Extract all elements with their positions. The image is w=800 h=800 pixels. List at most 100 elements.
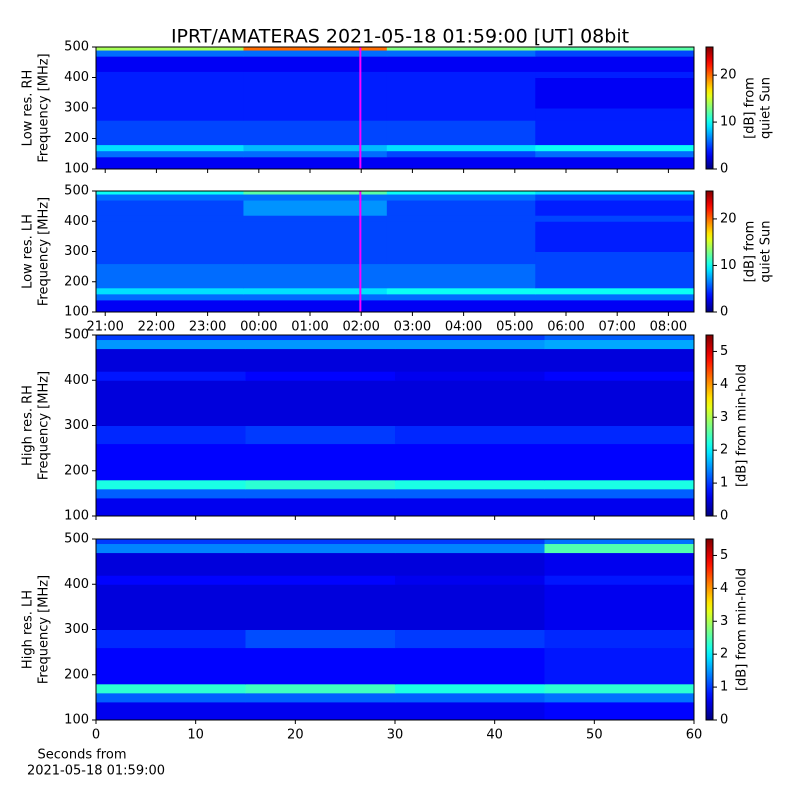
heatmap-cell [96, 339, 246, 350]
y-tick-label: 500 [64, 532, 89, 547]
heatmap-cell [535, 293, 695, 301]
heatmap-cell [96, 251, 244, 265]
colorbar-tick-label: 10 [720, 115, 737, 130]
colorbar-tick-label: 1 [720, 680, 728, 695]
heatmap-cell [243, 200, 388, 216]
heatmap-cell [243, 56, 388, 72]
heatmap-cell [535, 120, 695, 146]
heatmap-cell [245, 629, 396, 649]
heatmap-cell [96, 348, 246, 372]
heatmap-cell [245, 692, 396, 703]
heatmap-cell [544, 647, 695, 685]
heatmap-cell [243, 287, 388, 295]
x-tick-label: 23:00 [189, 320, 226, 335]
colorbar-tick-label: 5 [720, 344, 728, 359]
colorbar-tick-label: 10 [720, 258, 737, 273]
heatmap-cell [245, 575, 396, 585]
heatmap-cell [395, 339, 545, 350]
heatmap-cell [386, 287, 536, 295]
heatmap-cell [386, 263, 536, 289]
x-tick-label: 40 [486, 728, 503, 743]
x-tick-label: 03:00 [394, 320, 431, 335]
x-tick-label: 0 [92, 728, 100, 743]
heatmap-cell [245, 539, 396, 545]
heatmap-cell [243, 50, 388, 57]
heatmap-cell [535, 263, 695, 289]
colorbar-tick-label: 2 [720, 443, 728, 458]
heatmap-cell [395, 701, 545, 721]
heatmap-cell [544, 701, 695, 721]
heatmap-cell [243, 221, 388, 252]
heatmap-cell [386, 191, 536, 195]
heatmap-cell [535, 71, 695, 78]
colorbar-label: [dB] from min-hold [735, 568, 750, 691]
heatmap-cell [96, 191, 244, 195]
heatmap-cell [395, 479, 545, 490]
heatmap-cell [395, 683, 545, 694]
heatmap-cell [535, 50, 695, 57]
heatmap-cell [395, 425, 545, 445]
y-tick-label: 200 [64, 667, 89, 682]
heatmap-cell [245, 647, 396, 685]
x-tick-label: 01:00 [291, 320, 328, 335]
heatmap-cell [243, 156, 388, 170]
heatmap-cell [386, 194, 536, 201]
heatmap-cell [386, 221, 536, 252]
heatmap-cell [386, 56, 536, 72]
x-tick-label: 07:00 [598, 320, 635, 335]
heatmap-cell [544, 371, 695, 381]
heatmap-cell [96, 108, 244, 121]
heatmap-cell [395, 575, 545, 585]
x-tick-label: 02:00 [342, 320, 379, 335]
heatmap-cell [96, 200, 244, 216]
heatmap-cell [243, 263, 388, 289]
heatmap-cell [243, 293, 388, 301]
heatmap-cell [395, 539, 545, 545]
heatmap-cell [243, 150, 388, 158]
heatmap-cell [544, 425, 695, 445]
y-tick-label: 200 [64, 131, 89, 146]
heatmap-cell [96, 701, 246, 721]
heatmap-cell [395, 497, 545, 517]
heatmap-cell [245, 543, 396, 554]
heatmap-cell [544, 683, 695, 694]
heatmap-cell [245, 701, 396, 721]
heatmap-cell [544, 335, 695, 341]
heatmap-cell [535, 191, 695, 195]
heatmap-cell [395, 335, 545, 341]
x-tick-label: 50 [586, 728, 603, 743]
heatmap-cell [96, 215, 244, 222]
heatmap-cell [535, 108, 695, 121]
heatmap-cell [96, 299, 244, 313]
x-tick-label: 30 [387, 728, 404, 743]
heatmap-cell [544, 629, 695, 649]
heatmap-cell [386, 47, 536, 51]
y-tick-label: 500 [64, 40, 89, 55]
heatmap-cell [395, 552, 545, 576]
heatmap-cell [535, 144, 695, 152]
heatmap-cell [535, 56, 695, 72]
colorbar-label: [dB] from [743, 221, 758, 283]
heatmap-cell [535, 251, 695, 265]
heatmap-cell [96, 50, 244, 57]
heatmap-cell [96, 488, 246, 499]
x-tick-label: 10 [187, 728, 204, 743]
heatmap-cell [395, 348, 545, 372]
colorbar-tick-label: 3 [720, 614, 728, 629]
heatmap-cell [386, 200, 536, 216]
y-tick-label: 100 [64, 713, 89, 728]
heatmap-cell [544, 575, 695, 585]
y-axis-label: High res. RH [21, 385, 36, 466]
heatmap-cell [535, 215, 695, 222]
heatmap-cell [96, 552, 246, 576]
heatmap-cell [96, 380, 246, 426]
heatmap-cell [395, 371, 545, 381]
y-axis-label: Low res. LH [21, 214, 36, 289]
heatmap-cell [96, 71, 244, 78]
colorbar-tick-label: 0 [720, 713, 728, 728]
heatmap-cell [535, 194, 695, 201]
heatmap-cell [96, 221, 244, 252]
y-tick-label: 300 [64, 101, 89, 116]
heatmap-cell [245, 584, 396, 630]
colorbar-tick-label: 0 [720, 162, 728, 177]
